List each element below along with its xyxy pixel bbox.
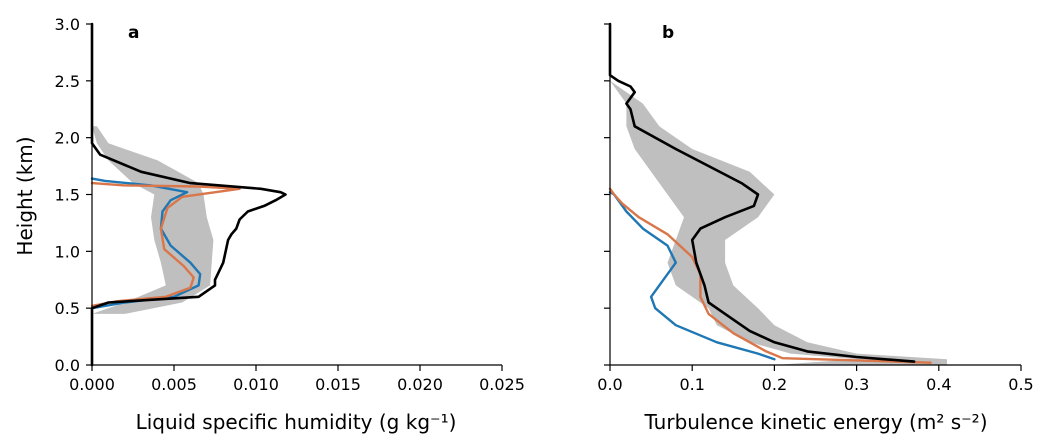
panel-b-x-tick-label: 0.2	[762, 375, 787, 394]
panel-a-x-tick-label: 0.015	[315, 375, 361, 394]
panel-a-x-tick-label: 0.020	[397, 375, 443, 394]
panel-b-x-tick-label: 0.1	[679, 375, 704, 394]
panel-a-black-line	[90, 22, 287, 367]
panel-b-turbulence-kinetic-energy: 0.0 0.1 0.2 0.3 0.4 0.5 b Turbulence kinetic …	[597, 22, 1034, 434]
panel-a-liquid-humidity: 0.000 0.005 0.010 0.015 0.020 0.025 0.0 0.5 1.0 1…	[55, 15, 525, 434]
panel-b-x-tick-label: 0.0	[597, 375, 622, 394]
panel-b-x-axis-title: Turbulence kinetic energy (m² s⁻²)	[643, 410, 987, 434]
panel-a-x-tick-label: 0.005	[151, 375, 197, 394]
panel-a-y-tick-label: 2.0	[55, 129, 80, 148]
panel-a-x-axis-title: Liquid specific humidity (g kg⁻¹)	[136, 410, 457, 434]
y-axis-title: Height (km)	[13, 136, 37, 255]
panel-a-y-tick-label: 1.5	[55, 186, 80, 205]
panel-a-y-tick-label: 2.5	[55, 72, 80, 91]
panel-b-x-tick-label: 0.4	[926, 375, 951, 394]
panel-b-letter: b	[662, 23, 674, 43]
panel-b-black-line	[608, 22, 916, 363]
panel-a-x-tick-label: 0.000	[69, 375, 115, 394]
panel-a-letter: a	[128, 23, 139, 43]
panel-a-y-tick-label: 1.0	[55, 242, 80, 261]
panel-b-x-tick-label: 0.3	[844, 375, 869, 394]
panel-a-orange-line	[90, 181, 241, 308]
panel-b-x-tick-label: 0.5	[1008, 375, 1033, 394]
panel-a-x-tick-label: 0.025	[479, 375, 525, 394]
panel-a-y-tick-label: 0.5	[55, 299, 80, 318]
panel-a-y-tick-label: 0.0	[55, 356, 80, 375]
panel-a-y-tick-label: 3.0	[55, 15, 80, 34]
panel-b-ensemble-band	[610, 80, 947, 366]
panel-a-x-tick-label: 0.010	[233, 375, 279, 394]
